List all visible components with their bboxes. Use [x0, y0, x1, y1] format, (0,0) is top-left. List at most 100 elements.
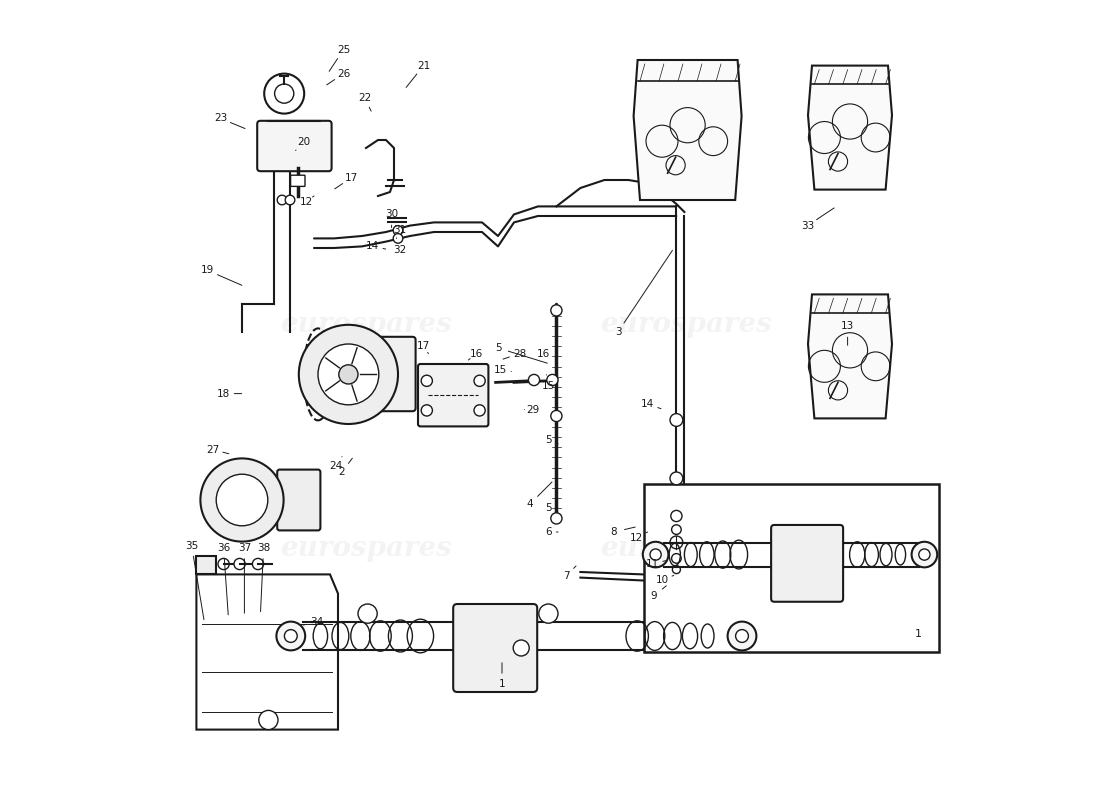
FancyBboxPatch shape [771, 525, 843, 602]
Polygon shape [197, 556, 216, 574]
Text: 12: 12 [630, 533, 644, 542]
Text: 38: 38 [257, 543, 271, 553]
Text: 9: 9 [651, 591, 658, 601]
FancyBboxPatch shape [453, 604, 537, 692]
Text: 5: 5 [495, 343, 502, 353]
Circle shape [276, 622, 305, 650]
Circle shape [918, 549, 930, 560]
Text: 14: 14 [366, 242, 379, 251]
Circle shape [474, 375, 485, 386]
Text: 2: 2 [339, 467, 345, 477]
Circle shape [551, 513, 562, 524]
Text: 12: 12 [299, 197, 312, 206]
Text: 5: 5 [546, 435, 552, 445]
Text: 10: 10 [656, 575, 669, 585]
Text: 8: 8 [610, 527, 617, 537]
Circle shape [234, 558, 245, 570]
Circle shape [672, 554, 681, 563]
Text: 24: 24 [329, 461, 342, 470]
Polygon shape [808, 66, 892, 190]
Circle shape [672, 566, 681, 574]
Text: 26: 26 [337, 69, 350, 78]
Circle shape [642, 542, 669, 567]
Text: 31: 31 [393, 226, 406, 235]
Circle shape [285, 195, 295, 205]
Text: 15: 15 [542, 381, 556, 390]
Text: 1: 1 [915, 630, 922, 639]
Text: 3: 3 [615, 327, 622, 337]
Text: 36: 36 [217, 543, 230, 553]
Text: eurospares: eurospares [601, 534, 772, 562]
Text: 37: 37 [238, 543, 251, 553]
Text: 22: 22 [358, 93, 371, 102]
Circle shape [299, 325, 398, 424]
Circle shape [727, 622, 757, 650]
Circle shape [393, 234, 403, 243]
Text: 17: 17 [417, 341, 430, 350]
Text: eurospares: eurospares [601, 310, 772, 338]
FancyBboxPatch shape [277, 470, 320, 530]
Text: 5: 5 [546, 503, 552, 513]
FancyBboxPatch shape [257, 121, 331, 171]
Circle shape [670, 414, 683, 426]
Text: 7: 7 [563, 571, 570, 581]
Text: 35: 35 [185, 541, 198, 550]
Text: 28: 28 [513, 349, 526, 358]
FancyBboxPatch shape [418, 364, 488, 426]
Circle shape [551, 410, 562, 422]
Text: 6: 6 [546, 527, 552, 537]
Text: 19: 19 [201, 266, 214, 275]
Circle shape [200, 458, 284, 542]
Text: 23: 23 [213, 114, 227, 123]
Text: 30: 30 [385, 210, 398, 219]
Circle shape [670, 536, 683, 549]
Circle shape [264, 74, 305, 114]
Circle shape [646, 549, 660, 563]
FancyBboxPatch shape [645, 484, 938, 652]
Text: 4: 4 [527, 499, 534, 509]
Text: 18: 18 [217, 389, 230, 398]
Text: 27: 27 [206, 445, 219, 454]
Text: 29: 29 [526, 405, 539, 414]
Circle shape [736, 630, 748, 642]
Text: 25: 25 [337, 45, 350, 54]
Text: 21: 21 [417, 61, 430, 70]
Circle shape [218, 558, 229, 570]
Text: 34: 34 [310, 618, 323, 627]
Text: 20: 20 [297, 138, 310, 147]
Circle shape [277, 195, 287, 205]
Text: eurospares: eurospares [280, 534, 452, 562]
Circle shape [285, 630, 297, 642]
Circle shape [514, 640, 529, 656]
Circle shape [650, 549, 661, 560]
Text: 11: 11 [646, 559, 659, 569]
Text: 16: 16 [537, 349, 550, 358]
Circle shape [671, 510, 682, 522]
Text: 14: 14 [641, 399, 654, 409]
FancyBboxPatch shape [349, 337, 416, 411]
Circle shape [339, 365, 358, 384]
Circle shape [358, 604, 377, 623]
Circle shape [539, 604, 558, 623]
Polygon shape [634, 60, 741, 200]
Circle shape [393, 226, 403, 235]
Text: 33: 33 [801, 221, 814, 230]
Circle shape [217, 474, 267, 526]
Text: 1: 1 [498, 679, 505, 689]
Text: 15: 15 [494, 365, 507, 374]
Polygon shape [197, 574, 338, 730]
FancyBboxPatch shape [290, 175, 305, 186]
Polygon shape [808, 294, 892, 418]
Circle shape [474, 405, 485, 416]
Text: 32: 32 [393, 245, 406, 254]
Circle shape [672, 525, 681, 534]
Text: 16: 16 [470, 349, 483, 358]
Circle shape [421, 405, 432, 416]
Circle shape [421, 375, 432, 386]
Text: 17: 17 [345, 173, 359, 182]
Circle shape [670, 472, 683, 485]
Circle shape [528, 374, 540, 386]
Circle shape [318, 344, 378, 405]
Text: eurospares: eurospares [280, 310, 452, 338]
Circle shape [547, 374, 558, 386]
